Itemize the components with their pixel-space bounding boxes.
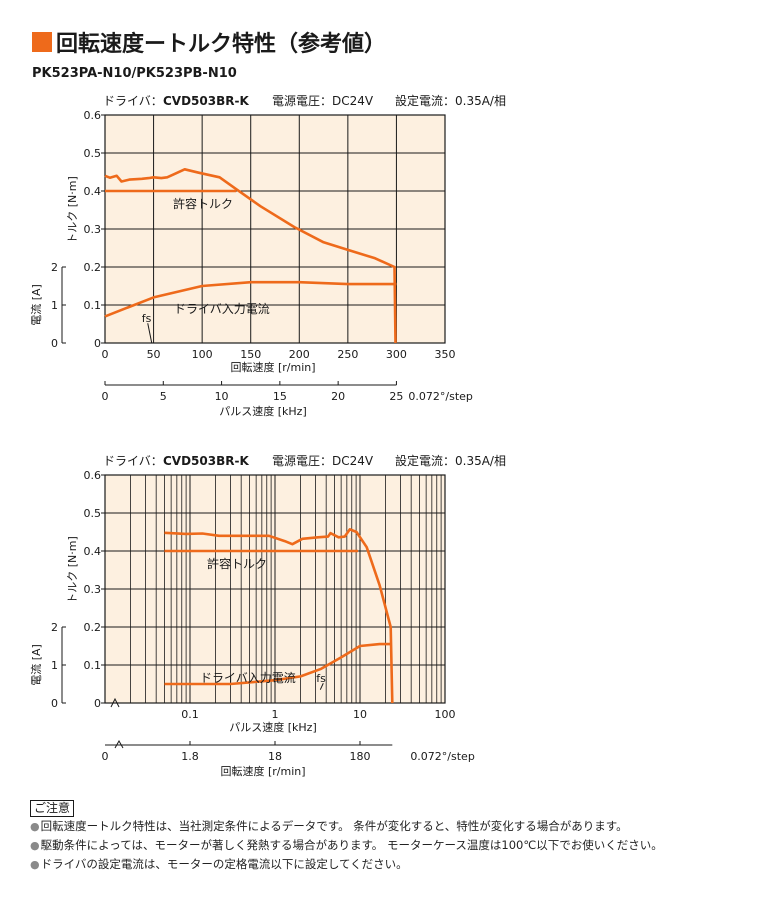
x-tick-label: 100 [435, 708, 456, 721]
current-axis-label: 電流 [A] [29, 284, 43, 326]
secondary-x-tick-label: 20 [331, 390, 345, 403]
x-tick-label: 0 [102, 348, 109, 361]
note-item: ●ドライバの設定電流は、モーターの定格電流以下に設定してください。 [30, 857, 408, 871]
fs-pointer [147, 323, 153, 344]
y-axis-label: トルク [N·m] [66, 176, 79, 244]
y-tick-label: 0 [94, 337, 101, 350]
current-tick-label: 0 [51, 697, 58, 710]
y-tick-label: 0.4 [84, 545, 102, 558]
current-spec: 設定電流：0.35A/相 [395, 93, 506, 108]
model-name: PK523PA-N10/PK523PB-N10 [32, 66, 237, 81]
y-tick-label: 0.1 [84, 659, 102, 672]
driver-model: CVD503BR-K [163, 94, 249, 108]
secondary-x-tick-label: 18 [268, 750, 282, 763]
y-tick-label: 0.4 [84, 185, 102, 198]
y-tick-label: 0.2 [84, 621, 102, 634]
y-tick-label: 0.3 [84, 223, 102, 236]
series-label-input-current: ドライバ入力電流 [200, 671, 296, 685]
x-tick-label: 10 [353, 708, 367, 721]
notes-title: ご注意 [30, 800, 75, 817]
power-spec: 電源電圧：DC24V [272, 454, 374, 468]
x-tick-label: 200 [289, 348, 310, 361]
series-label-input-current: ドライバ入力電流 [174, 302, 270, 316]
axis-break-icon [110, 697, 120, 708]
x-axis-label: パルス速度 [kHz] [229, 720, 317, 734]
y-tick-label: 0.3 [84, 583, 102, 596]
bullet-icon: ● [30, 839, 40, 852]
y-tick-label: 0.2 [84, 261, 102, 274]
x-tick-label: 100 [192, 348, 213, 361]
x-tick-label: 0.1 [181, 708, 199, 721]
input-current-line [104, 280, 397, 318]
page-title: 回転速度ートルク特性（参考値） [56, 32, 387, 57]
driver-model: CVD503BR-K [163, 454, 249, 468]
current-tick-label: 2 [51, 621, 58, 634]
driver-label: ドライバ： [103, 94, 163, 108]
current-tick-label: 1 [51, 659, 58, 672]
input-current-line [164, 642, 391, 686]
current-tick-label: 2 [51, 261, 58, 274]
header-square-icon [32, 32, 52, 52]
page-header: 回転速度ートルク特性（参考値） [32, 28, 387, 57]
y-tick-label: 0.5 [84, 507, 102, 520]
log-speed-torque-chart: ドライバ： CVD503BR-K 電源電圧：DC24V 設定電流：0.35A/相 0 0.… [29, 453, 506, 778]
secondary-x-tick-label: 25 [389, 390, 403, 403]
y-tick-label: 0.6 [84, 109, 102, 122]
bullet-icon: ● [30, 820, 40, 833]
y-tick-label: 0.5 [84, 147, 102, 160]
x-tick-label: 250 [337, 348, 358, 361]
secondary-x-unit: 0.072°/step [408, 390, 473, 403]
linear-speed-torque-chart: ドライバ： CVD503BR-K 電源電圧：DC24V 設定電流：0.35A/相 0 0.… [29, 93, 506, 418]
secondary-x-tick-label: 10 [215, 390, 229, 403]
fs-label: fs [316, 672, 326, 685]
pullout-torque-line [104, 168, 397, 344]
secondary-x-tick-label: 15 [273, 390, 287, 403]
secondary-x-tick-label: 0 [102, 750, 109, 763]
note-item: ●駆動条件によっては、モーターが著しく発熱する場合があります。 モーターケース温… [30, 838, 663, 852]
x-tick-label: 50 [147, 348, 161, 361]
notes-section: ご注意 ●回転速度ートルク特性は、当社測定条件によるデータです。 条件が変化する… [30, 797, 770, 874]
fs-pointer [319, 683, 324, 690]
series-label-allowable-torque: 許容トルク [207, 556, 267, 571]
driver-label: ドライバ： [103, 454, 163, 468]
x-axis-label: 回転速度 [r/min] [230, 360, 315, 374]
secondary-x-axis-label: 回転速度 [r/min] [220, 764, 305, 778]
y-tick-label: 0.1 [84, 299, 102, 312]
x-tick-label: 150 [240, 348, 261, 361]
secondary-x-tick-label: 1.8 [181, 750, 199, 763]
axis-break-icon [114, 739, 124, 749]
current-axis-label: 電流 [A] [29, 644, 43, 686]
secondary-x-tick-label: 5 [160, 390, 167, 403]
x-tick-label: 350 [435, 348, 456, 361]
y-tick-label: 0 [94, 697, 101, 710]
y-tick-label: 0.6 [84, 469, 102, 482]
fs-label: fs [142, 312, 152, 325]
secondary-x-tick-label: 0 [102, 390, 109, 403]
current-tick-label: 0 [51, 337, 58, 350]
series-label-allowable-torque: 許容トルク [173, 196, 233, 211]
note-item: ●回転速度ートルク特性は、当社測定条件によるデータです。 条件が変化すると、特性… [30, 819, 628, 833]
power-spec: 電源電圧：DC24V [272, 94, 374, 108]
x-tick-label: 300 [386, 348, 407, 361]
secondary-x-axis-label: パルス速度 [kHz] [219, 404, 307, 418]
current-tick-label: 1 [51, 299, 58, 312]
bullet-icon: ● [30, 858, 40, 871]
secondary-x-tick-label: 180 [350, 750, 371, 763]
current-spec: 設定電流：0.35A/相 [395, 453, 506, 468]
x-tick-label: 1 [272, 708, 279, 721]
secondary-x-unit: 0.072°/step [410, 750, 475, 763]
pullout-torque-line [164, 528, 394, 704]
y-axis-label: トルク [N·m] [66, 536, 79, 604]
